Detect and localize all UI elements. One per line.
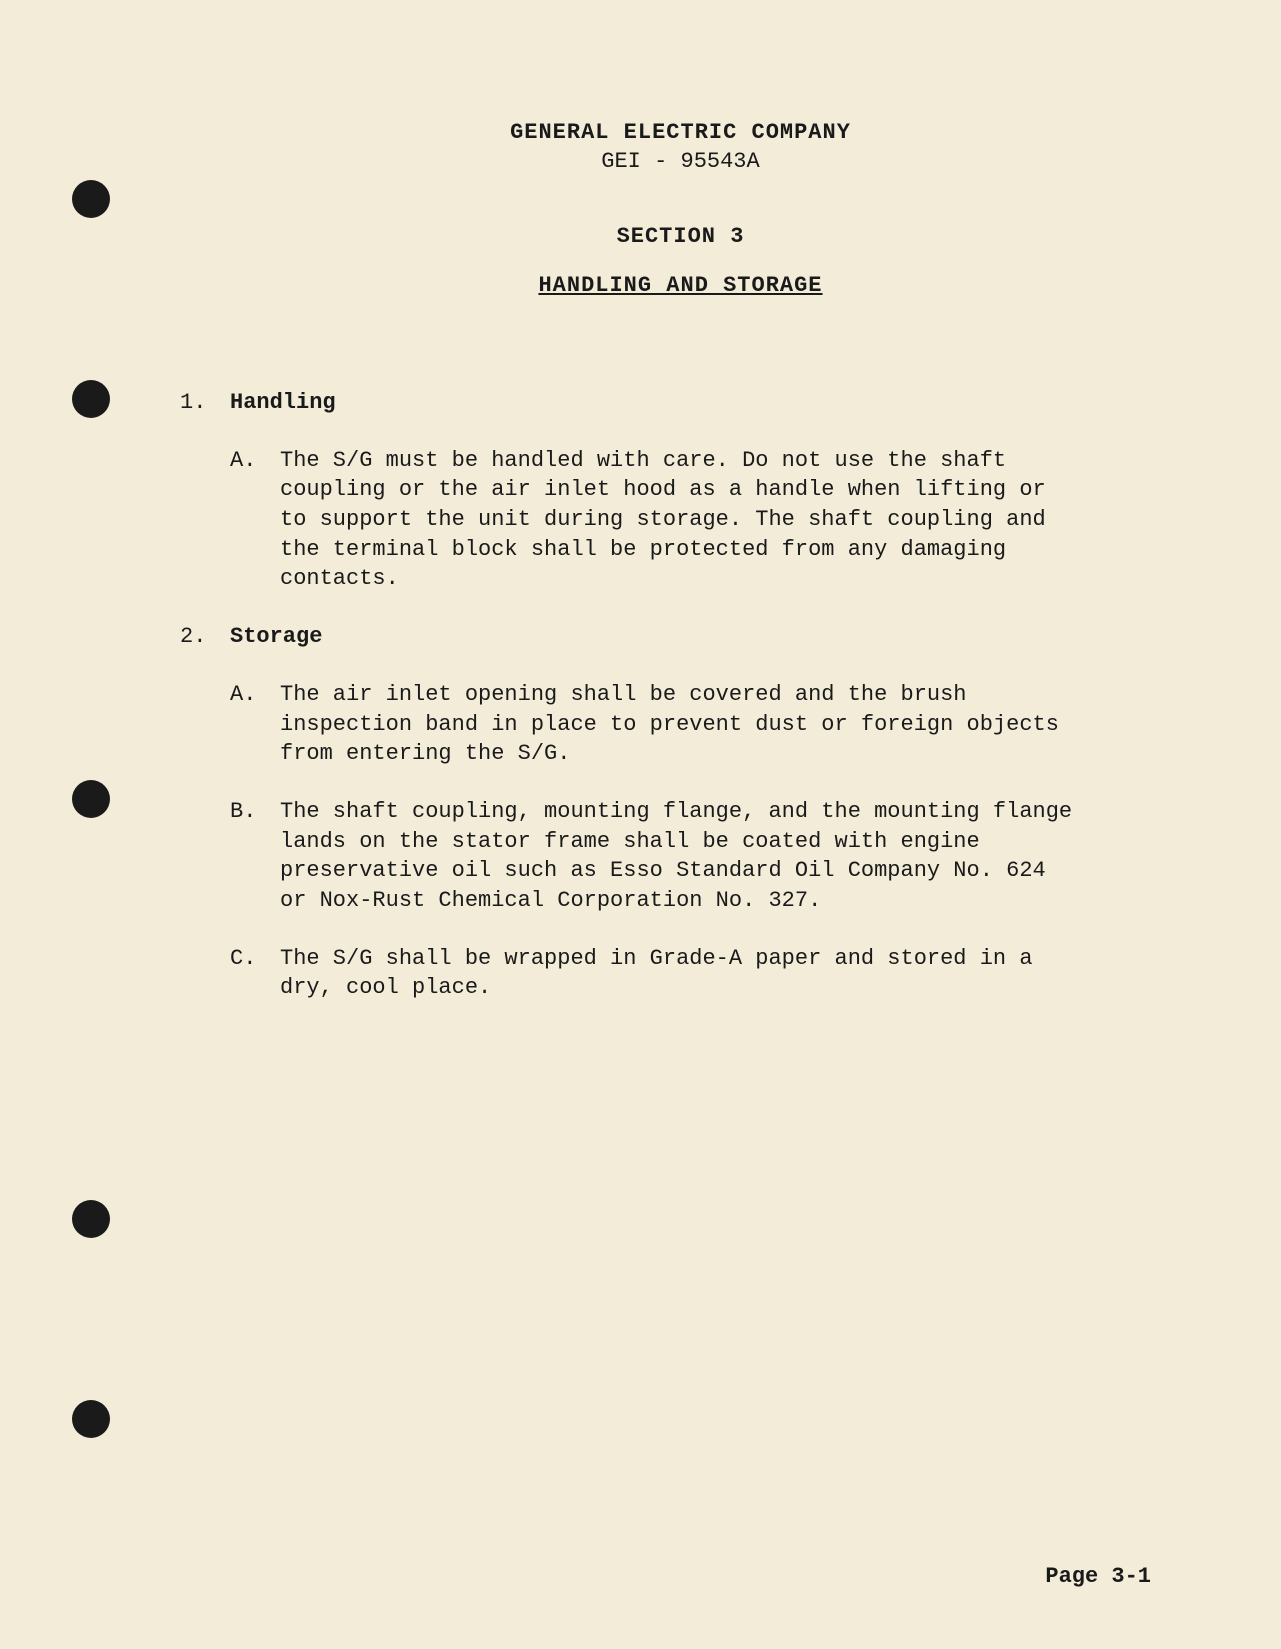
company-name: GENERAL ELECTRIC COMPANY bbox=[180, 120, 1181, 145]
sub-list-item: A. The S/G must be handled with care. Do… bbox=[230, 446, 1181, 594]
list-item: 2. Storage bbox=[180, 622, 1181, 652]
punch-hole bbox=[72, 380, 110, 418]
sub-item-letter: A. bbox=[230, 680, 280, 769]
sub-item-text: The S/G must be handled with care. Do no… bbox=[280, 446, 1080, 594]
punch-hole bbox=[72, 1400, 110, 1438]
sub-item-text: The air inlet opening shall be covered a… bbox=[280, 680, 1080, 769]
punch-hole bbox=[72, 180, 110, 218]
section-number: SECTION 3 bbox=[180, 224, 1181, 249]
document-page: GENERAL ELECTRIC COMPANY GEI - 95543A SE… bbox=[0, 0, 1281, 1649]
punch-hole bbox=[72, 780, 110, 818]
item-title: Handling bbox=[230, 388, 336, 418]
item-title: Storage bbox=[230, 622, 322, 652]
item-number: 1. bbox=[180, 388, 230, 418]
document-content: 1. Handling A. The S/G must be handled w… bbox=[180, 388, 1181, 1003]
sub-item-letter: C. bbox=[230, 944, 280, 1003]
sub-list-item: C. The S/G shall be wrapped in Grade-A p… bbox=[230, 944, 1181, 1003]
item-number: 2. bbox=[180, 622, 230, 652]
sub-item-text: The S/G shall be wrapped in Grade-A pape… bbox=[280, 944, 1080, 1003]
sub-item-letter: B. bbox=[230, 797, 280, 916]
sub-list-item: B. The shaft coupling, mounting flange, … bbox=[230, 797, 1181, 916]
punch-hole bbox=[72, 1200, 110, 1238]
page-number: Page 3-1 bbox=[1045, 1564, 1151, 1589]
document-number: GEI - 95543A bbox=[180, 149, 1181, 174]
sub-item-text: The shaft coupling, mounting flange, and… bbox=[280, 797, 1080, 916]
sub-item-letter: A. bbox=[230, 446, 280, 594]
document-header: GENERAL ELECTRIC COMPANY GEI - 95543A SE… bbox=[180, 120, 1181, 298]
section-title: HANDLING AND STORAGE bbox=[180, 273, 1181, 298]
list-item: 1. Handling bbox=[180, 388, 1181, 418]
sub-list-item: A. The air inlet opening shall be covere… bbox=[230, 680, 1181, 769]
